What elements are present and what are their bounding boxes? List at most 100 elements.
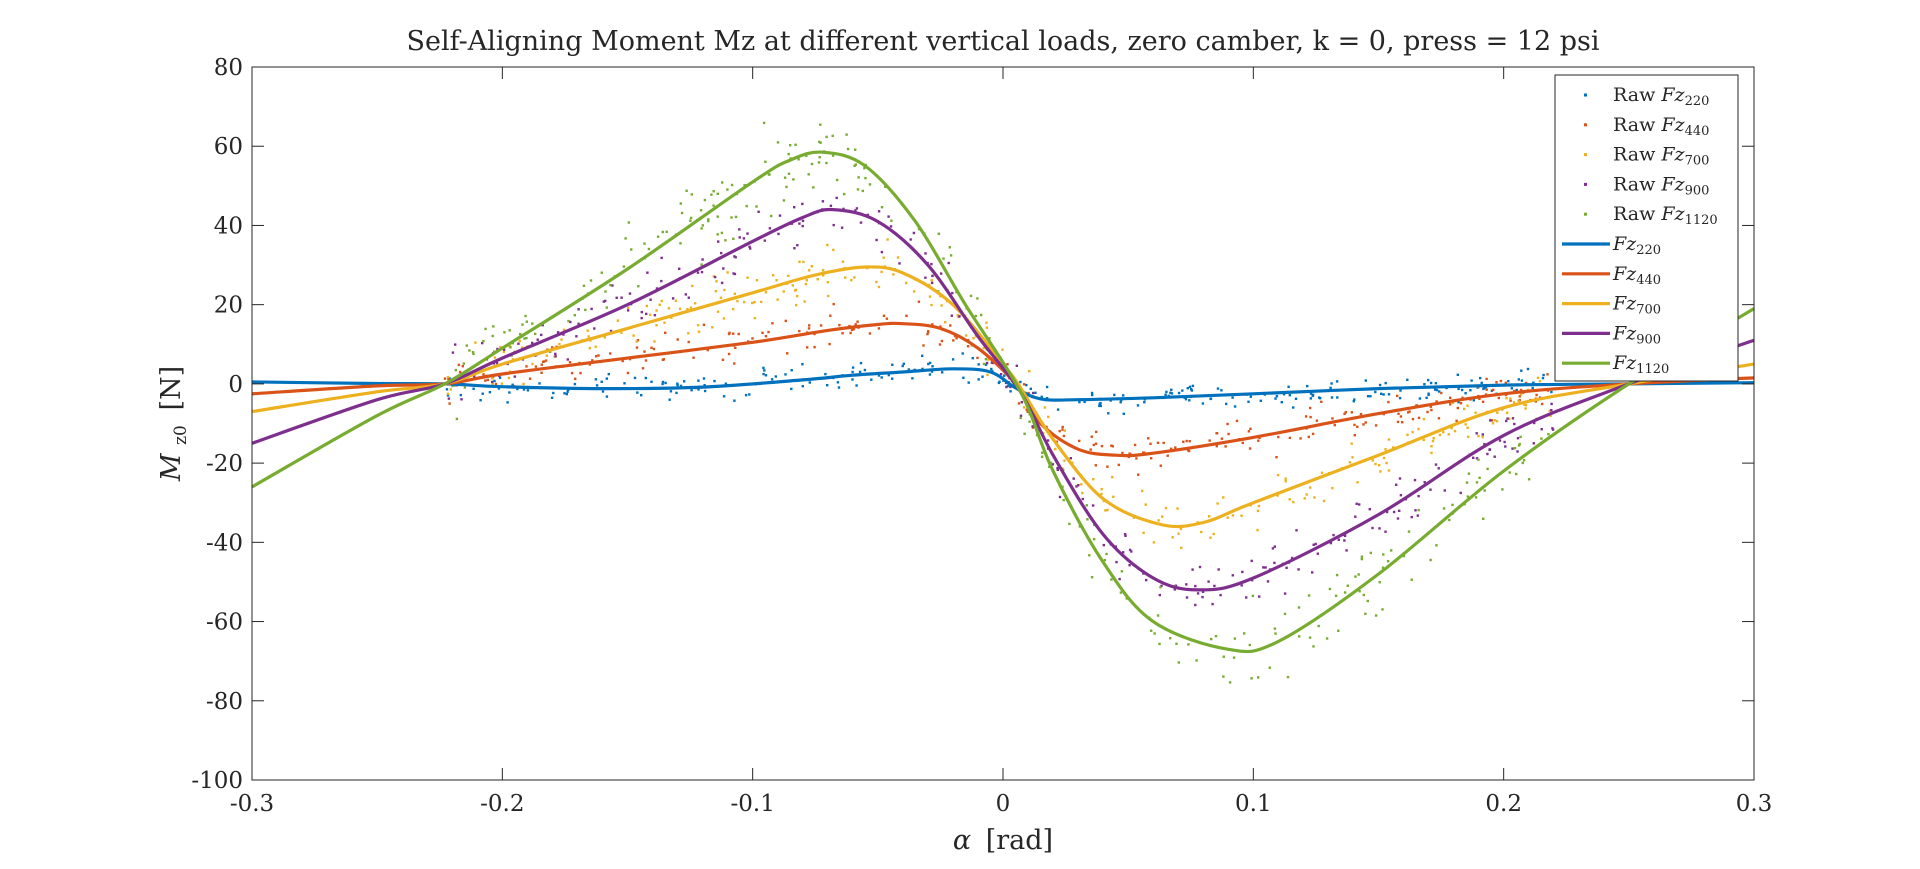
raw-point (1185, 596, 1189, 599)
raw-point (1249, 427, 1252, 430)
raw-point (1427, 392, 1430, 395)
raw-point (702, 323, 706, 326)
raw-point (802, 260, 805, 264)
y-axis-unit: [N] (156, 366, 187, 411)
raw-point (566, 358, 569, 361)
raw-point (1410, 515, 1413, 519)
legend-sub: 700 (1685, 154, 1710, 169)
raw-point (1009, 390, 1012, 393)
raw-point (1228, 681, 1232, 684)
raw-point (1366, 395, 1370, 398)
raw-point (891, 377, 894, 380)
raw-point (674, 299, 678, 302)
raw-point (1241, 441, 1244, 445)
raw-point (536, 338, 539, 341)
raw-point (706, 348, 709, 352)
raw-point (804, 282, 808, 286)
raw-point (1311, 571, 1314, 574)
raw-point (803, 300, 806, 303)
raw-point (1431, 439, 1435, 443)
raw-point (1508, 417, 1511, 420)
raw-point (1417, 427, 1420, 431)
raw-point (716, 233, 719, 236)
raw-point (468, 349, 471, 352)
raw-point (1259, 399, 1262, 402)
raw-point (1430, 451, 1433, 455)
legend-main: Fz (1612, 293, 1637, 315)
raw-point (1506, 417, 1509, 420)
raw-point (1099, 401, 1102, 405)
raw-point (1250, 559, 1253, 563)
raw-point (712, 190, 715, 193)
raw-point (562, 333, 565, 336)
raw-point (1026, 410, 1029, 413)
raw-point (543, 360, 546, 363)
raw-point (1201, 402, 1205, 405)
raw-point (1175, 642, 1178, 645)
raw-series-Fz1120 (451, 121, 1550, 684)
raw-point (1490, 419, 1493, 422)
raw-point (1106, 508, 1109, 512)
raw-point (1006, 363, 1009, 366)
raw-point (926, 332, 929, 336)
raw-point (1224, 445, 1227, 448)
raw-point (1433, 388, 1437, 391)
raw-point (733, 255, 736, 258)
raw-point (1353, 398, 1356, 401)
raw-point (676, 382, 679, 385)
raw-point (1466, 495, 1470, 498)
raw-point (1152, 541, 1156, 544)
raw-point (1309, 392, 1313, 395)
raw-point (507, 376, 511, 380)
raw-point (689, 216, 693, 220)
raw-point (819, 324, 823, 327)
raw-point (930, 370, 934, 373)
raw-point (764, 160, 767, 163)
raw-point (1292, 406, 1295, 409)
raw-point (798, 329, 801, 333)
raw-point (1368, 508, 1371, 511)
legend-sub: 1120 (1636, 362, 1669, 377)
raw-point (1309, 486, 1312, 489)
raw-point (715, 280, 718, 283)
raw-point (1440, 391, 1443, 395)
raw-point (850, 328, 854, 332)
raw-point (448, 402, 451, 405)
raw-point (545, 354, 548, 357)
raw-point (1046, 439, 1050, 442)
raw-point (757, 210, 760, 213)
raw-point (1378, 581, 1381, 584)
raw-point (844, 276, 847, 279)
raw-point (1406, 378, 1409, 381)
raw-point (703, 198, 707, 202)
raw-point (1315, 419, 1319, 422)
raw-point (1358, 590, 1361, 593)
raw-point (896, 256, 900, 259)
x-tick-label: 0.1 (1235, 791, 1272, 817)
raw-point (645, 304, 648, 308)
raw-point (1369, 551, 1372, 555)
raw-point (516, 387, 519, 391)
raw-point (1460, 388, 1464, 392)
raw-point (1092, 538, 1096, 541)
legend-marker-raw (1584, 153, 1587, 157)
raw-point (1294, 397, 1298, 400)
raw-point (958, 315, 961, 318)
raw-point (1003, 374, 1006, 377)
raw-point (1475, 481, 1479, 484)
raw-point (1133, 443, 1137, 447)
raw-point (1128, 564, 1131, 567)
raw-point (912, 231, 916, 235)
raw-point (676, 383, 679, 387)
raw-point (457, 363, 461, 367)
raw-point (538, 382, 541, 385)
raw-point (854, 163, 857, 166)
raw-point (990, 367, 993, 371)
raw-point (700, 263, 703, 266)
raw-point (817, 161, 821, 164)
raw-point (855, 384, 858, 387)
raw-point (1482, 517, 1485, 520)
fit-curve-Fz440 (251, 321, 1755, 458)
raw-point (594, 378, 598, 381)
raw-point (734, 346, 737, 349)
